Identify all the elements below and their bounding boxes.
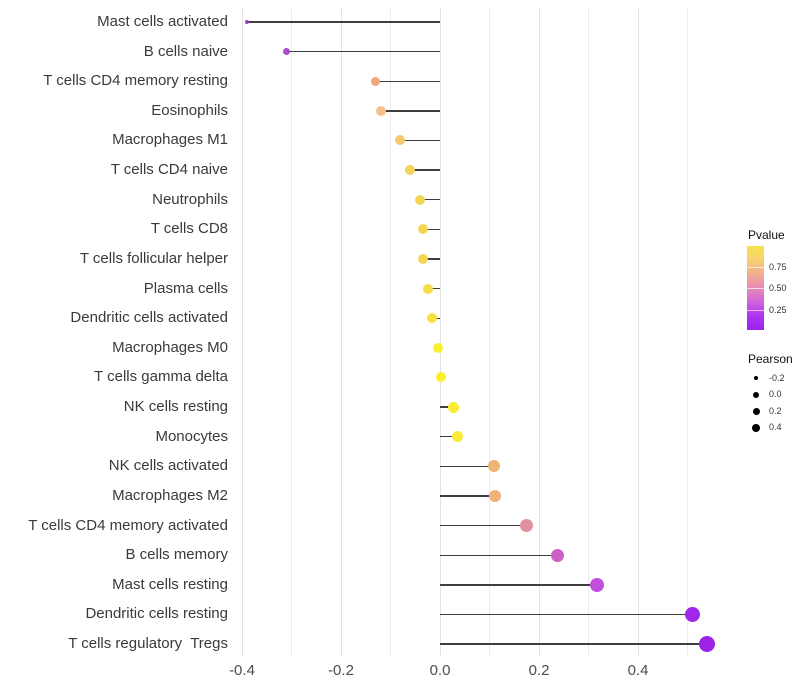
lollipop-dot	[699, 636, 716, 653]
lollipop-segment	[380, 110, 440, 112]
lollipop-segment	[440, 436, 458, 438]
pearson-legend-label: 0.4	[769, 422, 782, 432]
lollipop-dot	[417, 253, 428, 264]
colorbar-tick	[747, 266, 764, 268]
major-gridline	[439, 8, 441, 656]
y-axis-label: T cells CD4 memory resting	[43, 72, 228, 90]
minor-gridline	[588, 8, 589, 656]
y-axis-label: Mast cells resting	[112, 575, 228, 593]
lollipop-dot	[488, 489, 501, 502]
lollipop-segment	[440, 524, 527, 527]
lollipop-segment	[375, 80, 440, 82]
lollipop-segment	[246, 21, 440, 23]
major-gridline	[241, 8, 243, 656]
x-axis-tick-label: 0.4	[627, 662, 649, 679]
major-gridline	[340, 8, 342, 656]
pearson-legend-dot	[753, 391, 759, 398]
pearson-legend-dot	[753, 375, 759, 381]
y-axis-label: T cells CD8	[150, 220, 228, 238]
x-axis-tick-label: -0.2	[328, 662, 354, 679]
y-axis-label: T cells CD4 memory activated	[28, 516, 228, 534]
lollipop-dot	[426, 313, 437, 324]
x-axis-tick-label: -0.4	[229, 662, 255, 679]
minor-gridline	[489, 8, 490, 656]
colorbar-tick-label: 0.75	[769, 261, 787, 272]
lollipop-dot	[488, 460, 501, 473]
pearson-legend-title: Pearson	[748, 352, 793, 366]
lollipop-dot	[244, 20, 249, 24]
lollipop-dot	[435, 372, 446, 383]
colorbar-tick-label: 0.25	[769, 305, 787, 316]
lollipop-segment	[440, 406, 454, 408]
lollipop-dot	[395, 135, 406, 146]
lollipop-dot	[432, 342, 443, 353]
pearson-legend-label: 0.2	[769, 405, 782, 416]
lollipop-segment	[420, 199, 440, 201]
major-gridline	[538, 8, 540, 656]
y-axis-label: Monocytes	[155, 427, 228, 445]
lollipop-dot	[551, 548, 565, 562]
y-axis-label: Dendritic cells resting	[85, 605, 228, 623]
lollipop-dot	[283, 48, 291, 56]
lollipop-segment	[440, 613, 693, 616]
y-axis-label: Macrophages M2	[112, 486, 228, 504]
lollipop-segment	[400, 139, 440, 142]
y-axis-label: Macrophages M0	[112, 338, 228, 356]
y-axis-label: T cells regulatory Tregs	[68, 635, 228, 653]
lollipop-dot	[520, 519, 534, 533]
x-axis-tick-label: 0.2	[528, 662, 550, 679]
y-axis-label: Eosinophils	[151, 101, 228, 119]
y-axis-label: Macrophages M1	[112, 131, 228, 149]
minor-gridline	[390, 8, 391, 656]
y-axis-label: Neutrophils	[152, 190, 228, 208]
minor-gridline	[687, 8, 688, 656]
minor-gridline	[291, 8, 292, 656]
lollipop-segment	[422, 258, 440, 260]
y-axis-label: B cells naive	[143, 42, 228, 60]
pearson-legend-dot	[752, 407, 760, 415]
lollipop-segment	[422, 228, 440, 231]
y-axis-label: T cells CD4 naive	[110, 161, 228, 179]
lollipop-segment	[440, 584, 597, 586]
colorbar-tick	[747, 288, 764, 290]
lollipop-dot	[405, 165, 416, 176]
lollipop-dot	[589, 577, 604, 592]
lollipop-dot	[417, 224, 428, 235]
lollipop-dot	[451, 431, 463, 443]
lollipop-segment	[427, 287, 440, 290]
y-axis-label: Dendritic cells activated	[70, 309, 228, 327]
lollipop-dot	[684, 606, 700, 622]
lollipop-dot	[415, 194, 426, 205]
y-axis-label: NK cells activated	[108, 457, 228, 475]
lollipop-segment	[286, 50, 440, 53]
colorbar-tick-label: 0.50	[769, 283, 787, 294]
colorbar-tick	[747, 310, 764, 312]
y-axis-label: B cells memory	[125, 546, 228, 564]
pearson-legend-label: 0.0	[769, 389, 782, 399]
pearson-legend-label: -0.2	[769, 372, 785, 383]
pvalue-legend-title: Pvalue	[748, 228, 785, 242]
lollipop-dot	[447, 401, 459, 413]
y-axis-label: T cells gamma delta	[94, 368, 228, 386]
y-axis-label: T cells follicular helper	[79, 249, 228, 267]
y-axis-label: Plasma cells	[143, 279, 228, 297]
lollipop-segment	[440, 643, 708, 645]
lollipop-dot	[371, 76, 381, 86]
lollipop-segment	[440, 465, 495, 468]
lollipop-dot	[422, 283, 433, 294]
major-gridline	[637, 8, 639, 656]
y-axis-label: Mast cells activated	[97, 13, 228, 30]
y-axis-label: NK cells resting	[123, 398, 228, 416]
pearson-legend-dot	[752, 423, 760, 432]
lollipop-segment	[440, 495, 495, 497]
lollipop-dot	[375, 105, 386, 116]
lollipop-segment	[410, 169, 440, 171]
x-axis-tick-label: 0.0	[429, 662, 451, 679]
lollipop-segment	[440, 554, 558, 556]
